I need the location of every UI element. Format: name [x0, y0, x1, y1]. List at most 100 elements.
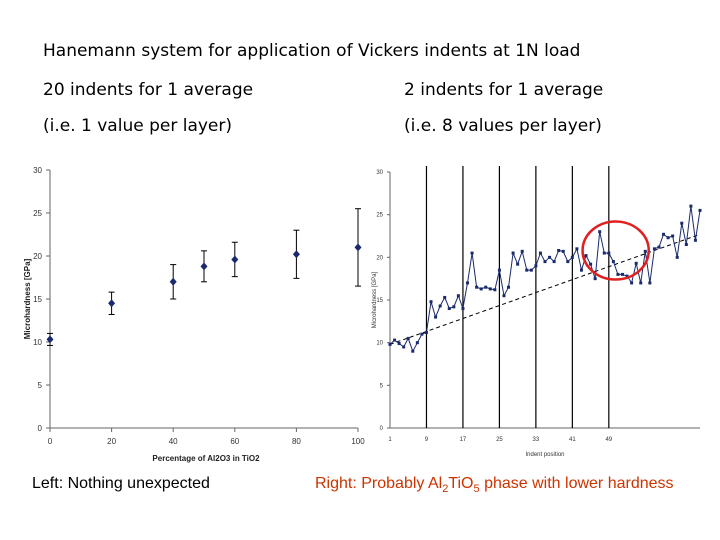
- right-data-point: [406, 336, 410, 340]
- right-caption-mid: TiO: [448, 475, 474, 492]
- right-data-point: [488, 287, 492, 291]
- right-x-tick-label: 9: [425, 437, 429, 443]
- right-data-point: [561, 249, 565, 253]
- left-data-point: [108, 299, 116, 308]
- left-x-tick-label: 100: [351, 437, 365, 446]
- right-data-point: [557, 249, 561, 253]
- right-data-point: [484, 285, 488, 289]
- right-data-point: [502, 294, 506, 298]
- right-data-point: [520, 249, 524, 253]
- right-data-point: [493, 288, 497, 292]
- right-data-point: [424, 330, 428, 334]
- right-data-point: [602, 251, 606, 255]
- right-data-point: [420, 332, 424, 336]
- right-data-point: [680, 221, 684, 225]
- right-data-point: [675, 255, 679, 259]
- right-x-tick-label: 1: [388, 437, 392, 443]
- right-data-point: [648, 281, 652, 285]
- right-data-point: [411, 349, 415, 353]
- right-x-tick-label: 25: [496, 437, 503, 443]
- left-x-tick-label: 20: [107, 437, 116, 446]
- left-data-point: [169, 277, 177, 286]
- right-data-point: [570, 255, 574, 259]
- right-data-point: [643, 249, 647, 253]
- right-data-point: [625, 274, 629, 278]
- right-data-point: [652, 247, 656, 251]
- right-y-tick-label: 5: [380, 383, 384, 389]
- right-data-point: [666, 236, 670, 240]
- right-data-point: [589, 262, 593, 266]
- right-y-tick-label: 10: [376, 341, 383, 347]
- right-y-tick-label: 25: [376, 213, 383, 219]
- left-x-tick-label: 60: [230, 437, 239, 446]
- left-heading-2: (i.e. 1 value per layer): [43, 116, 233, 136]
- left-y-tick-label: 15: [33, 295, 42, 304]
- right-data-point: [438, 304, 442, 308]
- right-data-point: [552, 260, 556, 264]
- right-data-point: [466, 281, 469, 285]
- right-data-point: [607, 251, 611, 255]
- right-data-point: [538, 251, 542, 255]
- right-data-point: [511, 251, 515, 255]
- right-data-point: [575, 247, 579, 251]
- right-caption-suffix: phase with lower hardness: [479, 475, 674, 492]
- right-data-point: [684, 243, 688, 247]
- right-data-point: [497, 268, 501, 272]
- left-y-tick-label: 10: [33, 338, 42, 347]
- right-y-tick-label: 20: [376, 255, 383, 261]
- right-y-tick-label: 30: [376, 170, 383, 176]
- left-heading-1: 20 indents for 1 average: [43, 80, 254, 100]
- right-data-point: [630, 281, 634, 285]
- right-x-tick-label: 41: [569, 437, 576, 443]
- right-data-point: [611, 260, 615, 264]
- right-data-point: [475, 285, 479, 289]
- left-y-tick-label: 20: [33, 252, 42, 261]
- right-data-point: [657, 245, 661, 249]
- right-data-point: [415, 341, 419, 345]
- right-data-point: [429, 300, 433, 304]
- right-data-point: [516, 262, 520, 266]
- right-y-tick-label: 0: [380, 426, 384, 432]
- right-data-point: [452, 305, 456, 309]
- slide-title: Hanemann system for application of Vicke…: [43, 41, 581, 61]
- right-caption: Right: Probably Al2TiO5 phase with lower…: [315, 475, 674, 495]
- right-data-point: [525, 268, 529, 272]
- left-caption: Left: Nothing unexpected: [32, 475, 210, 492]
- right-data-point: [598, 230, 602, 234]
- left-y-axis-label: Microhardness [GPa]: [23, 258, 32, 339]
- right-data-point: [584, 254, 588, 258]
- right-heading-1: 2 indents for 1 average: [404, 80, 604, 100]
- right-data-point: [543, 260, 547, 264]
- right-data-point: [548, 255, 552, 259]
- right-data-point: [402, 345, 406, 349]
- left-y-tick-label: 5: [38, 381, 43, 390]
- right-data-point: [621, 272, 624, 276]
- right-data-point: [461, 307, 465, 311]
- right-data-point: [388, 342, 392, 346]
- right-caption-prefix: Right: Probably Al: [315, 475, 443, 492]
- right-data-point: [393, 338, 397, 342]
- right-data-point: [456, 294, 460, 298]
- right-data-point: [507, 285, 511, 289]
- left-data-point: [46, 335, 54, 344]
- right-data-point: [616, 272, 620, 276]
- right-data-point: [397, 342, 401, 346]
- right-data-point: [671, 234, 675, 238]
- left-data-point: [231, 255, 239, 264]
- right-y-tick-label: 15: [376, 298, 383, 304]
- right-data-point: [593, 277, 597, 281]
- right-data-point: [529, 268, 533, 272]
- left-data-point: [200, 262, 208, 271]
- right-data-point: [579, 268, 583, 272]
- left-x-tick-label: 80: [292, 437, 301, 446]
- right-data-point: [470, 251, 474, 255]
- right-data-point: [634, 261, 638, 265]
- right-highlight-ellipse: [581, 220, 650, 281]
- right-data-point: [443, 295, 447, 299]
- right-chart-background: [370, 158, 704, 458]
- right-data-point: [434, 315, 438, 319]
- left-y-tick-label: 0: [38, 424, 43, 433]
- right-data-point: [698, 208, 702, 212]
